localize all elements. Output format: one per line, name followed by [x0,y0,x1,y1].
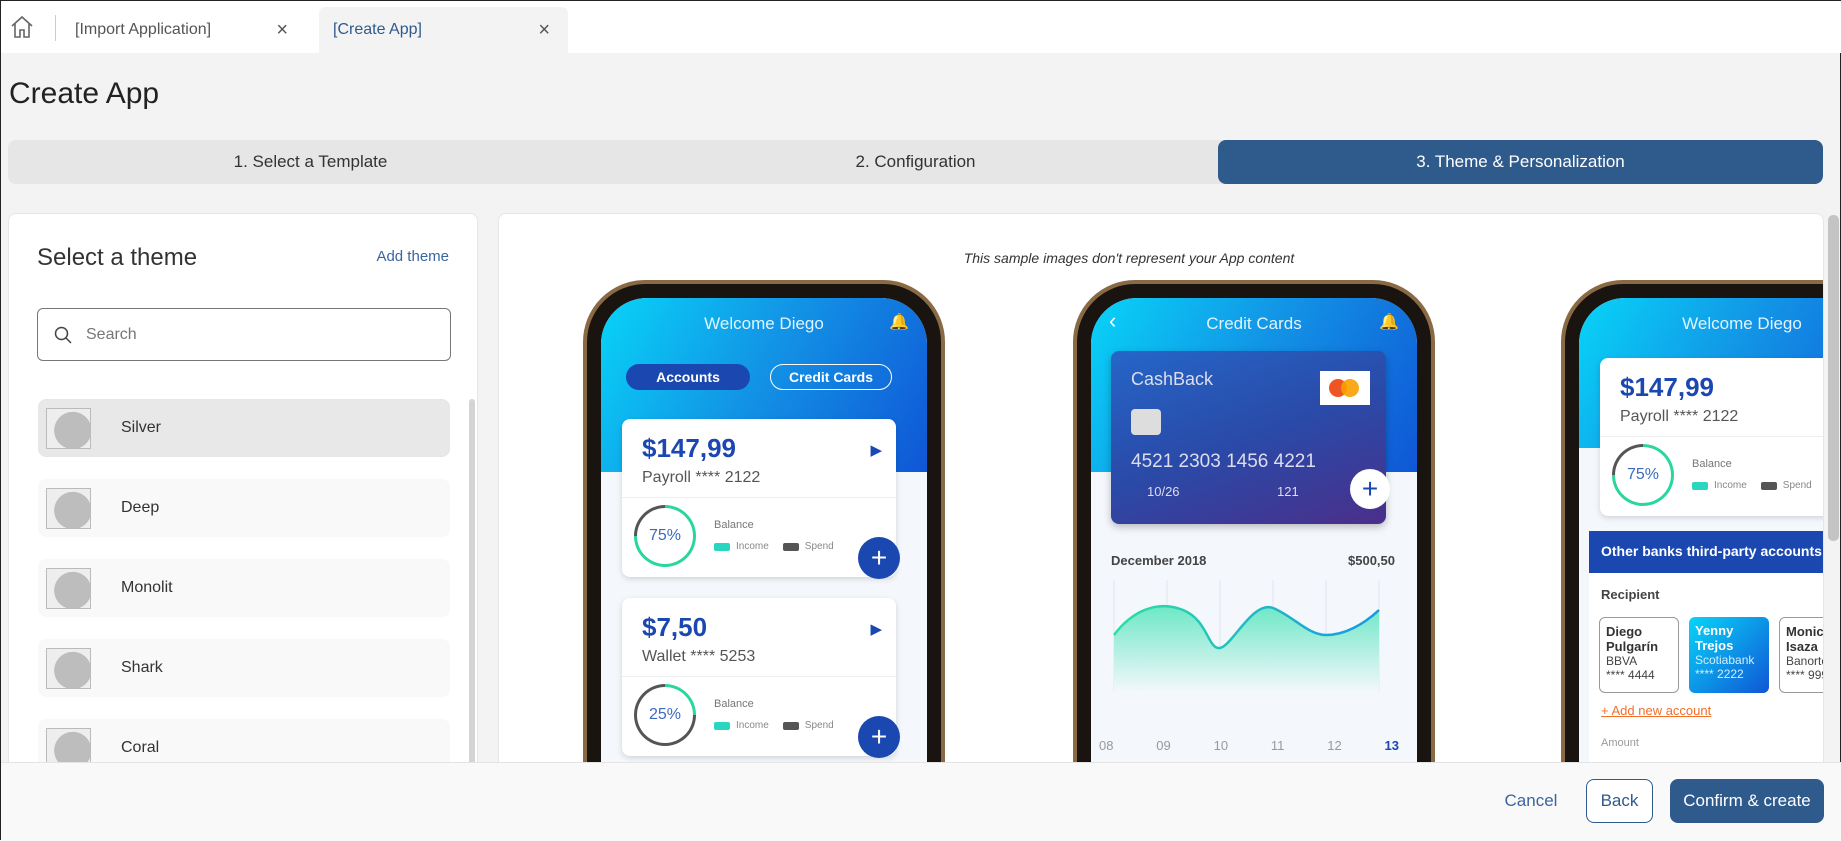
card-number: 4521 2303 1456 4221 [1131,451,1316,472]
home-icon[interactable] [9,15,35,39]
phone-preview-credit-cards: ‹ Credit Cards 🔔 CashBack 4521 2303 1456… [1073,280,1435,812]
preview-panel: This sample images don't represent your … [498,213,1824,813]
theme-item-silver[interactable]: Silver [38,399,450,457]
accounts-pill: Accounts [626,364,750,390]
step-select-template[interactable]: 1. Select a Template [233,152,388,171]
chip-icon [1131,409,1161,435]
progress-ring: 75% [634,505,696,567]
tab-import-application[interactable]: [Import Application] × [61,7,306,53]
plus-icon: + [858,537,900,579]
card-name: CashBack [1131,369,1214,389]
spending-chart [1113,580,1380,692]
recipient-card: Yenny Trejos Scotiabank **** 2222 [1689,617,1769,693]
search-icon [54,326,72,344]
screen-title: Welcome Diego [704,314,824,333]
search-input[interactable]: Search [37,308,451,361]
search-placeholder: Search [86,325,137,343]
back-chevron-icon: ‹ [1109,308,1117,333]
amount: $147,99 [642,433,736,463]
legend: Income Spend [714,541,834,552]
cvv: 121 [1277,484,1299,499]
account-card: $147,99 Payroll **** 2122 75% Balance In… [1600,358,1823,516]
legend: Income Spend [714,720,834,731]
add-theme-link[interactable]: Add theme [376,248,449,265]
image-icon [46,567,91,609]
tab-label: [Create App] [333,21,422,38]
account: Payroll **** 2122 [1620,408,1739,425]
chart-axis: 08 09 10 11 12 13 [1099,738,1399,753]
preview-caption: This sample images don't represent your … [963,250,1295,266]
section-title: Other banks third-party accounts [1589,531,1823,573]
list-scrollbar[interactable] [469,399,475,819]
theme-label: Silver [121,419,162,436]
legend: Income Spend [1692,480,1812,491]
screen-title: Credit Cards [1206,314,1302,333]
panel-heading: Select a theme [37,244,198,271]
image-icon [46,407,91,449]
expiry: 10/26 [1147,484,1180,499]
theme-panel: Select a theme Add theme Search Silver D… [8,213,478,819]
mastercard-logo [1320,371,1370,405]
plus-icon: + [1350,469,1390,509]
credit-cards-pill: Credit Cards [770,364,892,390]
play-icon: ▶ [870,621,882,638]
footer: Cancel Back Confirm & create [1,762,1841,841]
recipient-card: Diego Pulgarín BBVA **** 4444 [1599,617,1679,693]
theme-label: Coral [121,739,160,756]
image-icon [46,487,91,529]
image-icon [46,647,91,689]
image-icon [46,727,91,769]
total: $500,50 [1348,553,1395,568]
amount-label: Amount [1601,737,1639,749]
bell-icon: 🔔 [889,314,909,331]
plus-icon: + [858,716,900,758]
back-button[interactable]: Back [1586,779,1653,823]
theme-item-deep[interactable]: Deep [38,479,450,537]
tab-bar: [Import Application] × [Create App] × [1,1,1841,53]
page-title: Create App [9,77,160,110]
progress-ring: 25% [634,684,696,746]
step-theme-personalization[interactable]: 3. Theme & Personalization [1218,140,1823,184]
theme-label: Shark [121,659,163,676]
close-icon[interactable]: × [538,18,550,41]
divider [55,15,56,41]
account: Wallet **** 5253 [642,648,756,665]
progress-ring: 75% [1612,444,1674,506]
theme-item-monolit[interactable]: Monolit [38,559,450,617]
balance-label: Balance [1692,458,1732,470]
theme-label: Monolit [121,579,173,596]
credit-card: CashBack 4521 2303 1456 4221 10/26 121 + [1111,351,1390,524]
add-account-link: + Add new account [1601,703,1712,718]
bell-icon: 🔔 [1379,314,1399,331]
theme-label: Deep [121,499,160,516]
phone-preview-accounts: Welcome Diego 🔔 Accounts Credit Cards $1… [583,280,945,812]
account-card: $7,50 Wallet **** 5253 ▶ 25% Balance Inc… [622,598,900,758]
phone-preview-transfer: Welcome Diego $147,99 Payroll **** 2122 … [1561,280,1823,812]
amount: $147,99 [1620,372,1714,402]
month: December 2018 [1111,553,1207,568]
tab-label: [Import Application] [75,21,212,38]
stepper: 1. Select a Template 2. Configuration 3.… [8,140,1823,184]
preview-scrollbar[interactable] [1828,215,1839,541]
screen-title: Welcome Diego [1682,314,1802,333]
amount: $7,50 [642,612,708,642]
balance-label: Balance [714,698,754,710]
cancel-button[interactable]: Cancel [1504,791,1558,810]
tab-create-app[interactable]: [Create App] × [319,7,568,53]
recipient-label: Recipient [1601,587,1660,602]
theme-item-shark[interactable]: Shark [38,639,450,697]
confirm-create-button[interactable]: Confirm & create [1670,779,1824,823]
step-configuration[interactable]: 2. Configuration [855,152,976,171]
balance-label: Balance [714,519,754,531]
close-icon[interactable]: × [276,18,288,41]
account: Payroll **** 2122 [642,469,761,486]
account-card: $147,99 Payroll **** 2122 ▶ 75% Balance … [622,419,900,579]
play-icon: ▶ [870,442,882,459]
